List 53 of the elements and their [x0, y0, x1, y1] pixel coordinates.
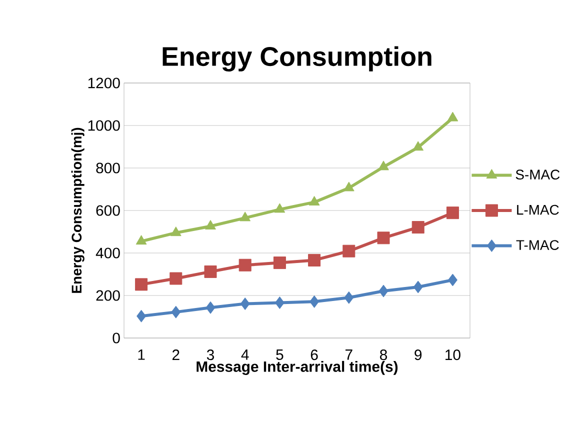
- x-tick-label: 3: [206, 350, 214, 360]
- point: [171, 306, 181, 318]
- point: [170, 226, 182, 236]
- x-tick-label: 2: [172, 350, 180, 360]
- point: [412, 141, 424, 151]
- point: [378, 284, 388, 298]
- point: [378, 160, 389, 170]
- point: [238, 258, 252, 272]
- chart-title: Energy Consumption: [162, 46, 432, 72]
- y-tick-label: 600: [96, 205, 120, 216]
- y-tick-label: 1000: [88, 120, 120, 131]
- x-tick-label: 4: [241, 350, 249, 360]
- legend-label: L-MAC: [517, 204, 559, 215]
- x-axis-title: Message Inter-arrival time(s): [196, 360, 398, 375]
- point: [342, 244, 356, 258]
- point: [310, 295, 320, 308]
- y-tick-label: 400: [96, 248, 120, 258]
- x-tick-label: 5: [276, 350, 284, 360]
- x-tick-label: 9: [414, 350, 422, 360]
- point: [343, 182, 354, 192]
- point: [448, 274, 458, 286]
- point: [274, 296, 284, 309]
- y-tick-label: 1200: [88, 78, 120, 88]
- x-tick-label: 7: [346, 350, 352, 360]
- point: [308, 254, 321, 266]
- point: [204, 265, 217, 278]
- point: [135, 278, 148, 291]
- y-tick-label: 0: [112, 332, 120, 344]
- point: [446, 206, 459, 220]
- y-tick-label: 200: [96, 290, 120, 301]
- point: [413, 280, 423, 294]
- point: [274, 203, 286, 213]
- point: [136, 235, 147, 245]
- y-axis-title: Energy Consumption(mj): [71, 128, 84, 293]
- point: [447, 112, 458, 122]
- point: [240, 298, 250, 310]
- x-tick-label: 6: [310, 350, 318, 360]
- point: [412, 221, 424, 234]
- point: [344, 291, 354, 304]
- point: [273, 256, 286, 270]
- x-tick-label: 8: [380, 350, 387, 360]
- x-tick-label: 1: [138, 350, 145, 360]
- point: [136, 310, 146, 322]
- legend-label: T-MAC: [516, 240, 559, 250]
- point: [206, 301, 216, 314]
- y-tick-label: 800: [96, 162, 120, 174]
- point: [170, 272, 182, 285]
- point: [205, 220, 216, 230]
- point: [308, 196, 320, 206]
- point: [377, 232, 390, 244]
- x-tick-label: 10: [446, 350, 460, 360]
- legend-label: S-MAC: [516, 170, 560, 180]
- point: [240, 212, 251, 222]
